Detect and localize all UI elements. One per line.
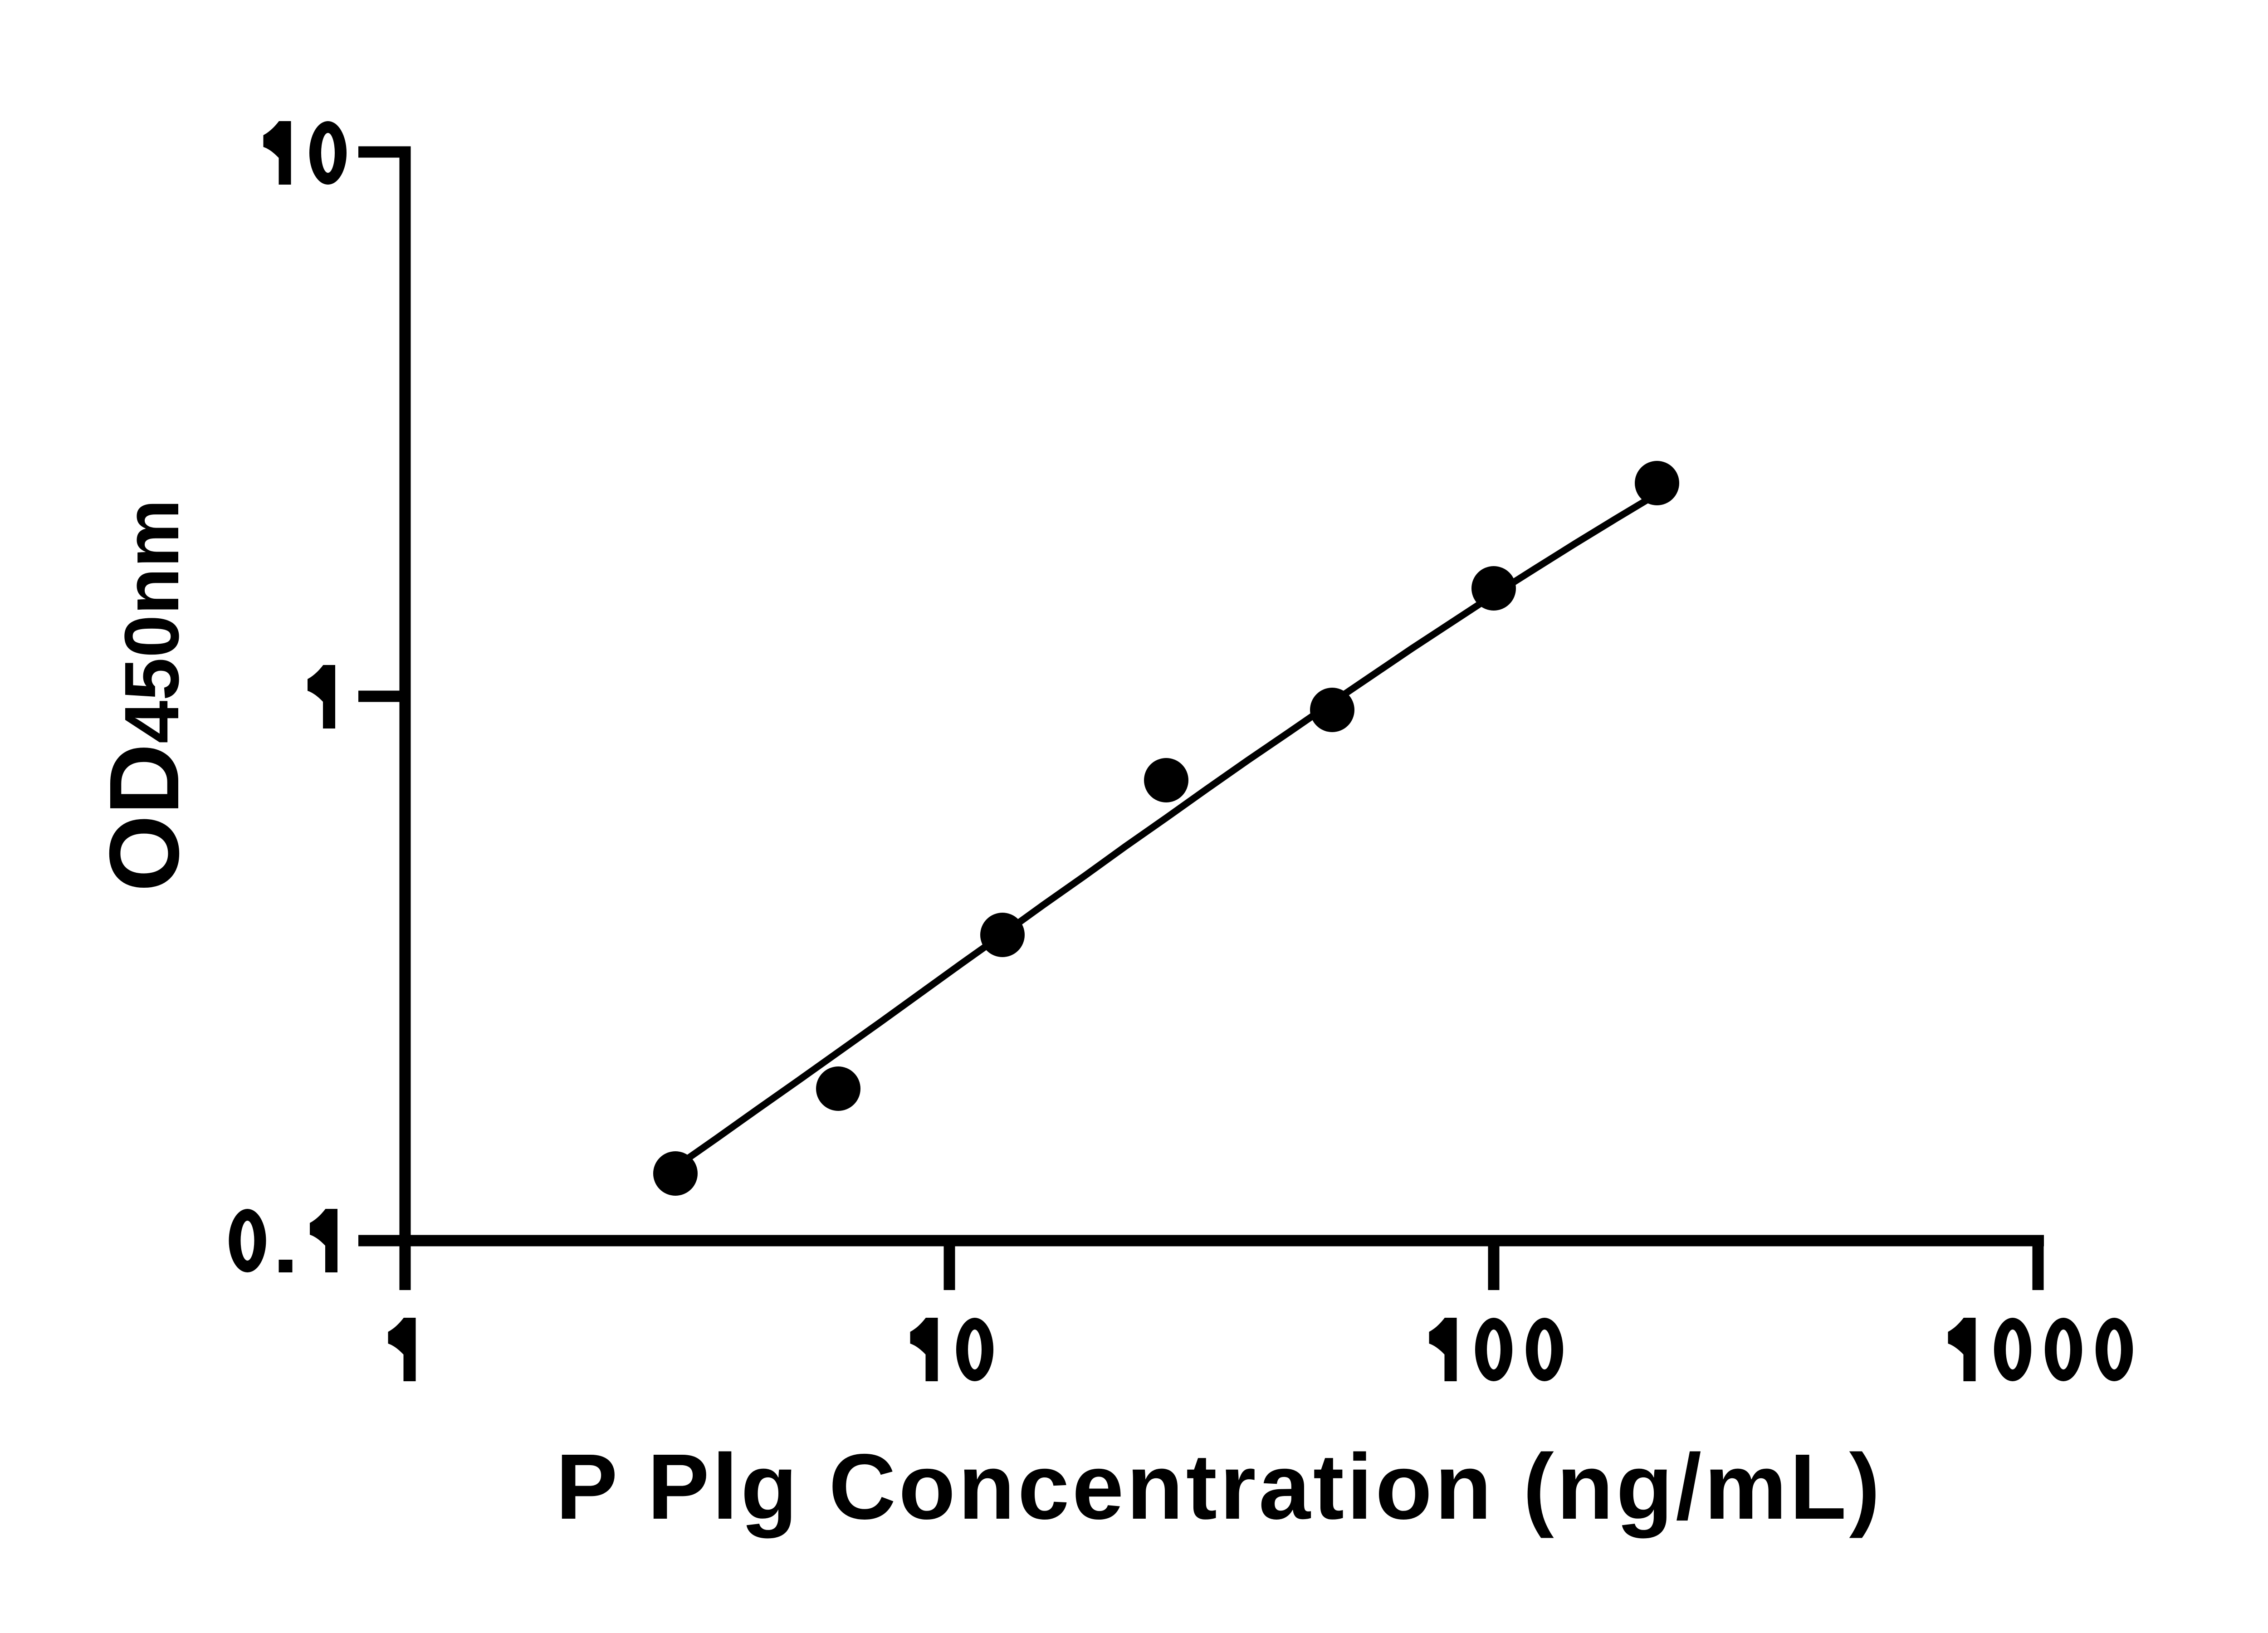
- svg-text:OD450nm: OD450nm: [89, 499, 200, 892]
- svg-text:P Plg Concentration (ng/mL): P Plg Concentration (ng/mL): [556, 1435, 1883, 1539]
